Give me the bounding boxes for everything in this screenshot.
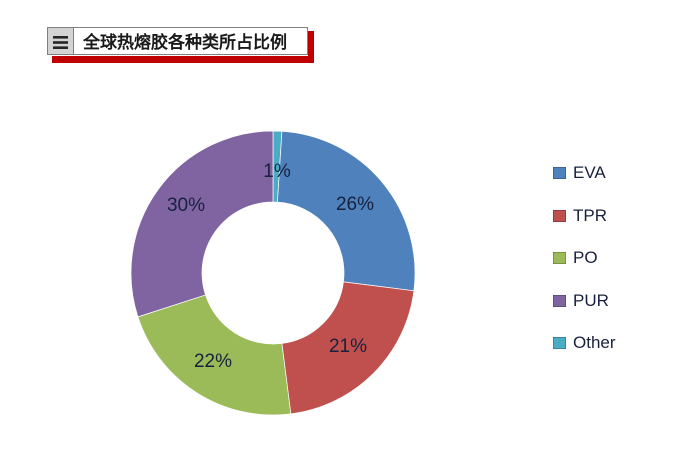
svg-text:21%: 21% [329, 336, 367, 357]
svg-text:22%: 22% [194, 351, 232, 372]
svg-text:26%: 26% [336, 194, 374, 215]
svg-text:30%: 30% [167, 195, 205, 216]
svg-text:1%: 1% [263, 161, 291, 182]
